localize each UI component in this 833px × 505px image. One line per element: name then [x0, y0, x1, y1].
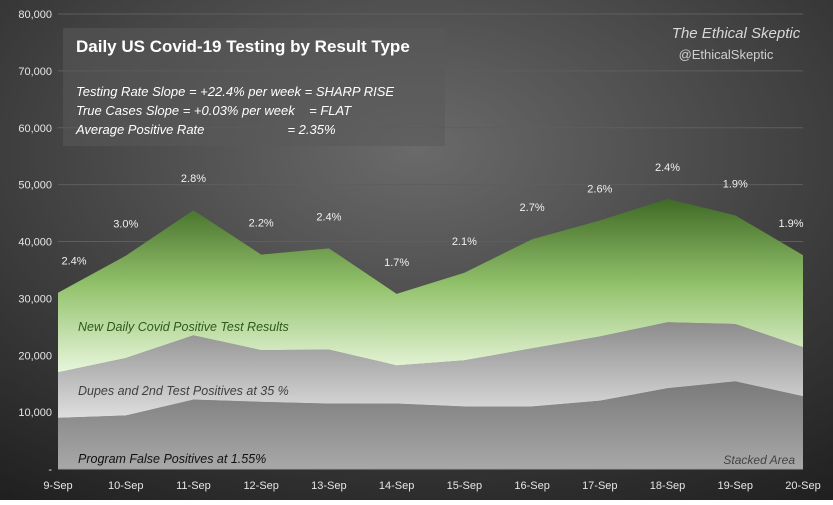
data-label: 1.7%: [384, 257, 409, 269]
x-tick-label: 10-Sep: [108, 480, 143, 492]
data-labels: 2.4% 3.0% 2.8% 2.2% 2.4% 1.7% 2.1% 2.7% 2.6% 2.4%…: [61, 162, 803, 269]
data-label: 2.2%: [249, 218, 274, 230]
x-tick-label: 12-Sep: [243, 480, 278, 492]
area-series-2: [58, 322, 803, 418]
x-tick-label: 11-Sep: [176, 480, 211, 492]
series-label-false-positives: Program False Positives at 1.55%: [78, 452, 266, 466]
y-tick-label: 60,000: [18, 123, 52, 135]
data-label: 1.9%: [778, 218, 803, 230]
annotation-testing-slope: Testing Rate Slope = +22.4% per week = S…: [76, 84, 394, 99]
data-label: 1.9%: [723, 178, 748, 190]
y-tick-label: 20,000: [18, 350, 52, 362]
x-axis-ticks: 9-Sep 10-Sep 11-Sep 12-Sep 13-Sep 14-Sep 15-Se…: [43, 468, 821, 492]
area-series-1: [58, 381, 803, 469]
data-label: 2.1%: [452, 236, 477, 248]
x-tick-label: 13-Sep: [311, 480, 346, 492]
x-tick-label: 15-Sep: [447, 480, 482, 492]
area-series: [58, 198, 803, 469]
data-label: 3.0%: [113, 219, 138, 231]
x-tick-label: 17-Sep: [582, 480, 617, 492]
data-label: 2.6%: [587, 183, 612, 195]
y-tick-label: 40,000: [18, 237, 52, 249]
data-label: 2.4%: [655, 162, 680, 174]
y-tick-label: 50,000: [18, 180, 52, 192]
y-tick-label: -: [48, 464, 52, 476]
y-tick-label: 30,000: [18, 293, 52, 305]
y-tick-label: 80,000: [18, 9, 52, 21]
x-tick-label: 20-Sep: [785, 480, 820, 492]
x-tick-label: 9-Sep: [43, 480, 72, 492]
data-label: 2.7%: [520, 202, 545, 214]
chart-title: Daily US Covid-19 Testing by Result Type: [76, 37, 410, 56]
data-label: 2.4%: [61, 256, 86, 268]
data-label: 2.4%: [316, 211, 341, 223]
watermark-handle: @EthicalSkeptic: [679, 47, 774, 62]
y-axis-ticks: - 10,000 20,000 30,000 40,000 50,000 60,000 70,…: [18, 9, 52, 476]
data-label: 2.8%: [181, 173, 206, 185]
y-tick-label: 10,000: [18, 407, 52, 419]
series-label-dupes: Dupes and 2nd Test Positives at 35 %: [78, 384, 289, 398]
area-series-3: [58, 198, 803, 373]
annotation-cases-slope: True Cases Slope = +0.03% per week = FLA…: [76, 103, 352, 118]
chart-kind-label: Stacked Area: [723, 453, 795, 467]
x-tick-label: 18-Sep: [650, 480, 685, 492]
annotation-average-rate: Average Positive Rate = 2.35%: [75, 122, 336, 137]
series-label-new-positive: New Daily Covid Positive Test Results: [78, 320, 289, 334]
watermark-name: The Ethical Skeptic: [672, 25, 801, 42]
x-tick-label: 16-Sep: [514, 480, 549, 492]
title-box: [63, 28, 445, 146]
x-tick-label: 19-Sep: [718, 480, 753, 492]
y-tick-label: 70,000: [18, 66, 52, 78]
x-tick-label: 14-Sep: [379, 480, 414, 492]
